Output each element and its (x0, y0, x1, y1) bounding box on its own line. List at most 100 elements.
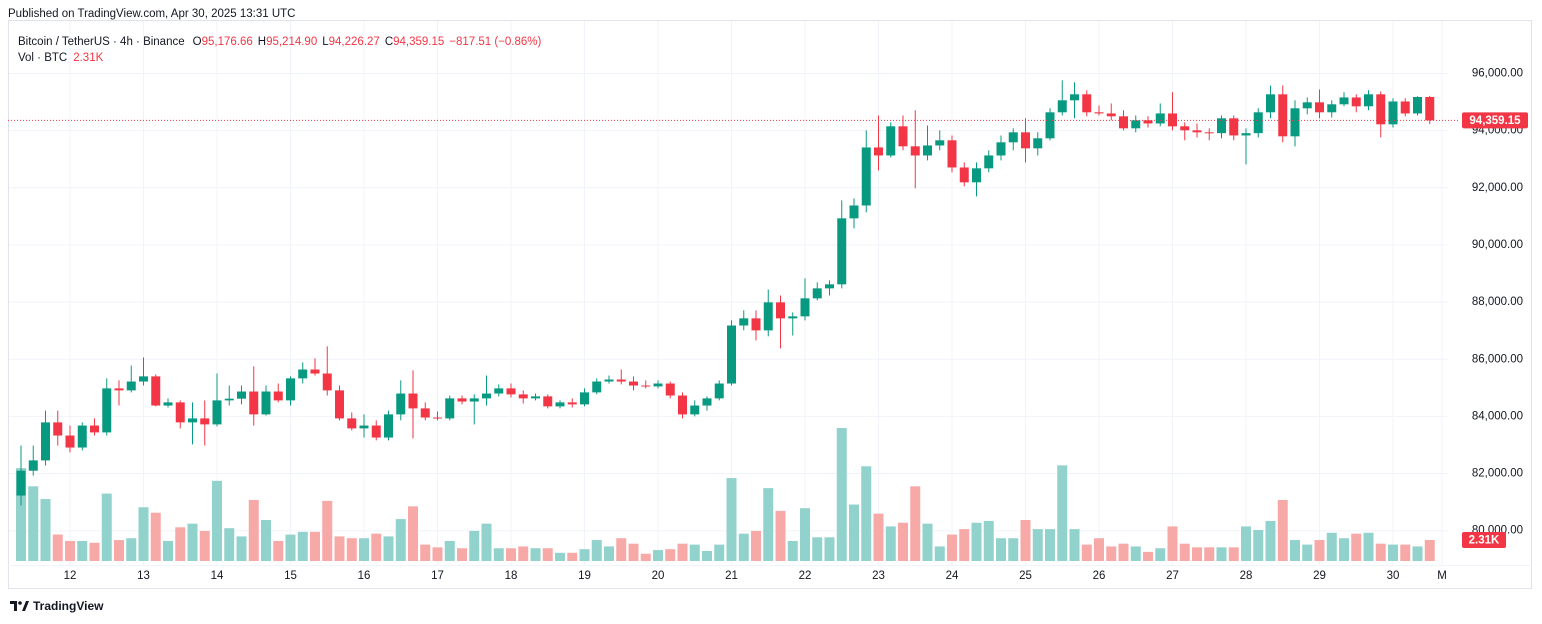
volume-bar (395, 519, 406, 561)
candle-body (175, 402, 185, 423)
candle-body (433, 417, 442, 419)
volume-bar (1363, 532, 1374, 561)
volume-bar (506, 548, 516, 561)
candle-body (714, 383, 724, 399)
volume-bar (334, 536, 345, 561)
volume-bar (481, 523, 492, 561)
volume-bar (628, 543, 639, 561)
candle-body (935, 140, 945, 146)
volume-bar (873, 513, 884, 561)
candle-body (335, 390, 344, 419)
legend-volume-line: Vol · BTC 2.31K (18, 52, 104, 64)
footer-logo (10, 601, 29, 611)
volume-bar (1143, 551, 1153, 561)
candle-body (849, 205, 859, 219)
candle-body (1070, 94, 1079, 101)
volume-bar (677, 543, 688, 561)
candle-body (482, 393, 491, 399)
volume-bar (1290, 540, 1300, 561)
x-tick-label: 23 (872, 570, 885, 582)
x-tick-label: 24 (946, 570, 959, 582)
candle-body (555, 402, 565, 407)
volume-bar (1057, 465, 1068, 561)
candle-body (984, 155, 994, 169)
volume-bar (126, 538, 137, 561)
volume-bar (1069, 529, 1080, 561)
candle-body (1094, 112, 1104, 114)
candle-body (923, 145, 932, 156)
candle-body (641, 385, 651, 387)
candle-body (506, 388, 516, 395)
candle-body (763, 302, 773, 331)
volume-bar (138, 507, 149, 561)
candle-body (102, 388, 112, 433)
volume-bar (236, 536, 247, 561)
volume-bar (885, 526, 896, 561)
volume-bar (726, 478, 737, 561)
volume-bar (1351, 533, 1362, 561)
candle-body (347, 418, 357, 429)
volume-bar (114, 540, 124, 561)
volume-bar (1045, 529, 1055, 561)
x-tick-label: 26 (1093, 570, 1106, 582)
volume-bar (800, 508, 810, 561)
volume-bar (738, 533, 749, 561)
candle-body (408, 393, 418, 409)
volume-bar (604, 546, 614, 561)
volume-bar (1265, 520, 1276, 561)
candle-body (861, 147, 871, 206)
candle-body (457, 398, 467, 402)
x-tick-label: 13 (137, 570, 150, 582)
volume-bar (1412, 546, 1423, 561)
volume-bar (457, 548, 467, 561)
volume-bar (261, 520, 271, 561)
candle-body (972, 168, 981, 183)
candle-body (1241, 133, 1251, 136)
volume-bar (444, 540, 455, 561)
candle-body (114, 388, 124, 391)
candle-body (1119, 116, 1128, 129)
footer-brand: TradingView (33, 599, 104, 613)
volume-bar (579, 549, 590, 561)
last-price-label: 94,359.15 (1469, 115, 1521, 127)
volume-bar (346, 538, 357, 561)
candle-body (1192, 130, 1202, 133)
candle-body (212, 400, 222, 425)
legend-c-label: C (385, 36, 393, 48)
volume-bar (16, 468, 26, 561)
candle-body (41, 422, 50, 461)
candle-body (629, 381, 638, 386)
y-tick-label: 96,000.00 (1472, 67, 1523, 79)
x-tick-label: 14 (211, 570, 224, 582)
volume-bar (1179, 543, 1190, 561)
candle-body (396, 393, 406, 415)
candle-body (800, 298, 810, 317)
candle-body (151, 376, 161, 406)
candle-body (898, 126, 908, 147)
candle-body (837, 218, 847, 285)
legend-change: −817.51 (−0.86%) (449, 36, 541, 48)
volume-layer (16, 428, 1435, 561)
y-tick-label: 86,000.00 (1472, 353, 1523, 365)
volume-bar (1424, 539, 1435, 561)
x-tick-label: 19 (578, 570, 591, 582)
candle-body (188, 418, 197, 423)
candle-body (1106, 113, 1116, 117)
chart-frame (8, 20, 1532, 589)
volume-bar (359, 538, 369, 561)
candle-body (543, 396, 553, 407)
volume-bar (199, 530, 210, 561)
x-tick-label: 17 (431, 570, 444, 582)
volume-bar (1277, 499, 1288, 561)
volume-bar (248, 499, 259, 561)
legend-h-label: H (258, 36, 266, 48)
x-tick-label: 22 (799, 570, 812, 582)
candle-body (604, 379, 614, 382)
volume-bar (432, 547, 443, 561)
legend-c-value: 94,359.15 (393, 36, 444, 48)
volume-bar (273, 540, 284, 561)
volume-bar (787, 540, 798, 561)
volume-bar (934, 546, 945, 561)
volume-badge-label: 2.31K (1469, 534, 1500, 546)
